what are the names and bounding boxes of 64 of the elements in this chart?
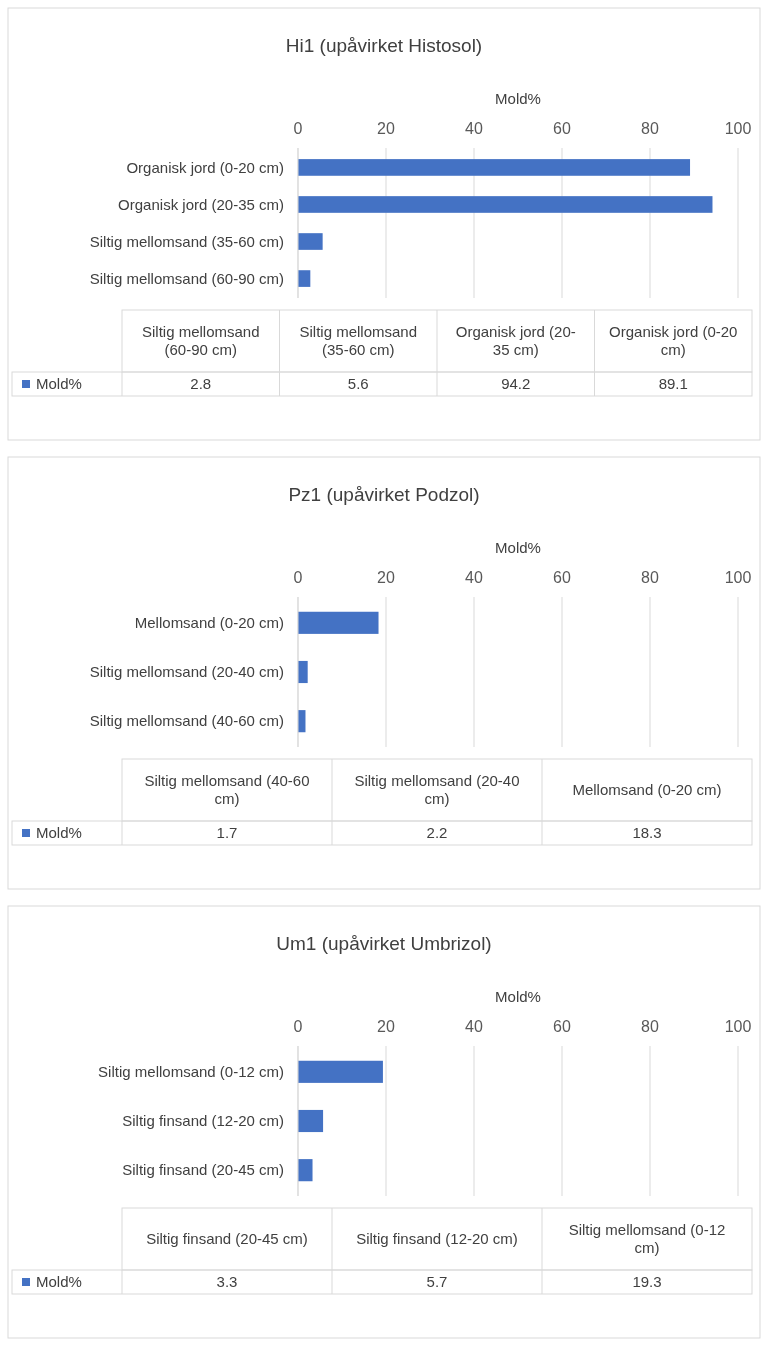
data-label: 5.6 xyxy=(347,375,369,393)
chart-title: Um1 (upåvirket Umbrizol) xyxy=(276,933,492,954)
bar xyxy=(298,660,308,684)
y-tick-label: Siltig finsand (12-20 cm) xyxy=(122,1112,284,1130)
x-tick-label: 100 xyxy=(724,569,752,586)
category-label: Siltig mellomsand (0-12 cm) xyxy=(568,1221,726,1257)
x-axis-title: Mold% xyxy=(495,539,541,556)
x-tick-label: 40 xyxy=(465,120,483,137)
x-tick-label: 60 xyxy=(553,1018,571,1035)
data-label: 94.2 xyxy=(501,375,531,393)
y-tick-label: Siltig mellomsand (40-60 cm) xyxy=(89,712,284,730)
data-label: 1.7 xyxy=(216,824,238,842)
data-label: 89.1 xyxy=(658,375,688,393)
x-tick-label: 0 xyxy=(293,569,303,586)
y-tick-label: Organisk jord (0-20 cm) xyxy=(126,158,284,176)
x-tick-label: 0 xyxy=(293,120,303,137)
bar xyxy=(298,233,323,250)
category-label: Siltig mellomsand (35-60 cm) xyxy=(299,323,418,359)
category-label: Organisk jord (0-20 cm) xyxy=(609,323,738,359)
y-tick-label: Siltig mellomsand (0-12 cm) xyxy=(98,1063,284,1081)
chart-title: Hi1 (upåvirket Histosol) xyxy=(285,35,483,56)
x-tick-label: 80 xyxy=(641,569,659,586)
y-tick-label: Siltig mellomsand (20-40 cm) xyxy=(89,663,284,681)
x-tick-label: 20 xyxy=(377,569,395,586)
data-label: 19.3 xyxy=(632,1273,662,1291)
y-tick-label: Siltig mellomsand (60-90 cm) xyxy=(89,269,284,287)
bar xyxy=(298,270,311,287)
x-tick-label: 40 xyxy=(465,569,483,586)
x-axis-title: Mold% xyxy=(495,90,541,107)
category-label: Siltig finsand (20-45 cm) xyxy=(146,1230,308,1248)
y-tick-label: Organisk jord (20-35 cm) xyxy=(118,195,284,213)
y-tick-label: Mellomsand (0-20 cm) xyxy=(134,614,284,632)
bar xyxy=(298,1109,324,1133)
legend-label: Mold% xyxy=(36,1273,82,1291)
data-label: 3.3 xyxy=(216,1273,238,1291)
x-tick-label: 40 xyxy=(465,1018,483,1035)
y-tick-label: Siltig finsand (20-45 cm) xyxy=(122,1161,284,1179)
x-tick-label: 20 xyxy=(377,1018,395,1035)
x-tick-label: 60 xyxy=(553,569,571,586)
x-tick-label: 80 xyxy=(641,120,659,137)
bar xyxy=(298,611,379,634)
x-tick-label: 0 xyxy=(293,1018,303,1035)
legend-label: Mold% xyxy=(36,375,82,393)
x-axis-title: Mold% xyxy=(495,988,541,1005)
x-tick-label: 60 xyxy=(553,120,571,137)
category-label: Siltig mellomsand (20-40 cm) xyxy=(354,772,520,808)
bar xyxy=(298,196,713,213)
bar xyxy=(298,1060,383,1083)
data-label: 2.2 xyxy=(426,824,448,842)
x-tick-label: 100 xyxy=(724,120,752,137)
category-label: Organisk jord (20-35 cm) xyxy=(455,323,576,359)
x-tick-label: 100 xyxy=(724,1018,752,1035)
x-tick-label: 20 xyxy=(377,120,395,137)
bar xyxy=(298,159,691,176)
chart-title: Pz1 (upåvirket Podzol) xyxy=(288,484,480,505)
data-label: 18.3 xyxy=(632,824,662,842)
category-label: Siltig finsand (12-20 cm) xyxy=(356,1230,518,1248)
data-label: 2.8 xyxy=(190,375,212,393)
bar xyxy=(298,1159,313,1182)
category-label: Mellomsand (0-20 cm) xyxy=(572,781,722,799)
y-tick-label: Siltig mellomsand (35-60 cm) xyxy=(89,232,284,250)
data-label: 5.7 xyxy=(426,1273,448,1291)
legend-label: Mold% xyxy=(36,824,82,842)
x-tick-label: 80 xyxy=(641,1018,659,1035)
